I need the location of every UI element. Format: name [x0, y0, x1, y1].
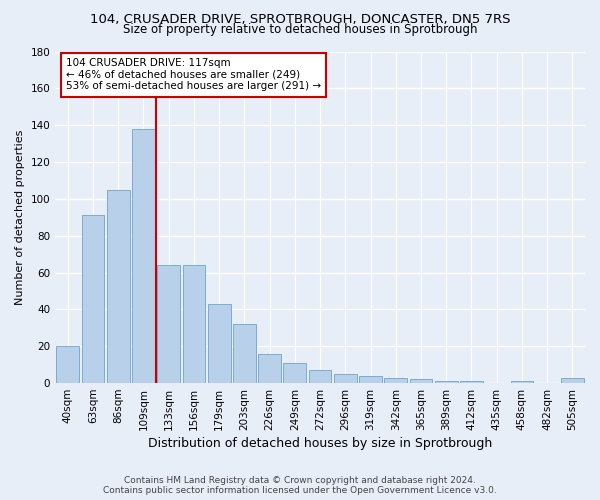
Bar: [233, 324, 256, 383]
Bar: [258, 354, 281, 383]
Bar: [359, 376, 382, 383]
Text: Contains HM Land Registry data © Crown copyright and database right 2024.
Contai: Contains HM Land Registry data © Crown c…: [103, 476, 497, 495]
Text: Size of property relative to detached houses in Sprotbrough: Size of property relative to detached ho…: [123, 22, 477, 36]
Text: 104 CRUSADER DRIVE: 117sqm
← 46% of detached houses are smaller (249)
53% of sem: 104 CRUSADER DRIVE: 117sqm ← 46% of deta…: [66, 58, 321, 92]
Bar: [208, 304, 230, 383]
Y-axis label: Number of detached properties: Number of detached properties: [15, 130, 25, 305]
Bar: [385, 378, 407, 383]
X-axis label: Distribution of detached houses by size in Sprotbrough: Distribution of detached houses by size …: [148, 437, 492, 450]
Bar: [157, 265, 180, 383]
Bar: [435, 381, 458, 383]
Bar: [410, 380, 433, 383]
Bar: [56, 346, 79, 383]
Text: 104, CRUSADER DRIVE, SPROTBROUGH, DONCASTER, DN5 7RS: 104, CRUSADER DRIVE, SPROTBROUGH, DONCAS…: [90, 12, 510, 26]
Bar: [82, 216, 104, 383]
Bar: [334, 374, 356, 383]
Bar: [182, 265, 205, 383]
Bar: [460, 381, 483, 383]
Bar: [561, 378, 584, 383]
Bar: [283, 363, 306, 383]
Bar: [132, 129, 155, 383]
Bar: [309, 370, 331, 383]
Bar: [107, 190, 130, 383]
Bar: [511, 381, 533, 383]
